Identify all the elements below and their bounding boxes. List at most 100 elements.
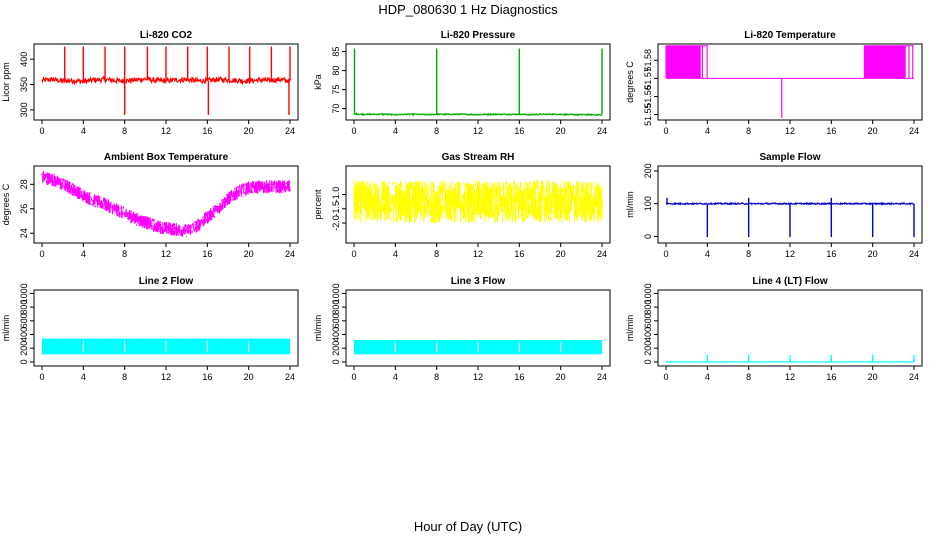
x-tick-label: 4 — [705, 372, 710, 382]
data-toggle-lines — [665, 45, 708, 79]
panel-title: Gas Stream RH — [442, 152, 515, 163]
y-tick-label: 0 — [643, 234, 653, 239]
y-axis-label: degrees C — [625, 61, 635, 103]
panel-title: Sample Flow — [759, 152, 820, 163]
x-tick-label: 16 — [202, 372, 212, 382]
data-layer — [41, 46, 291, 115]
y-tick-label: 0 — [19, 359, 29, 364]
x-tick-label: 12 — [473, 249, 483, 259]
x-tick-label: 8 — [434, 249, 439, 259]
x-tick-label: 20 — [556, 372, 566, 382]
data-layer — [41, 171, 291, 238]
x-tick-label: 16 — [514, 372, 524, 382]
x-tick-label: 4 — [393, 126, 398, 136]
x-tick-label: 0 — [39, 126, 44, 136]
data-layer — [353, 180, 603, 223]
x-tick-label: 24 — [285, 249, 295, 259]
x-tick-label: 16 — [514, 249, 524, 259]
panel-title: Li-820 CO2 — [140, 30, 193, 41]
x-tick-label: 16 — [202, 249, 212, 259]
y-tick-label: 200 — [19, 341, 29, 356]
plot-frame — [657, 289, 923, 367]
data-toggle-block — [666, 45, 701, 79]
x-tick-label: 20 — [556, 249, 566, 259]
y-tick-label: -1.0 — [331, 187, 341, 203]
x-tick-label: 12 — [473, 372, 483, 382]
y-tick-label: 1000 — [643, 283, 653, 303]
y-tick-label: 800 — [643, 300, 653, 315]
y-tick-label: 51.57 — [643, 67, 653, 90]
data-layer — [42, 338, 290, 355]
panel-title: Ambient Box Temperature — [104, 152, 229, 163]
x-tick-label: 8 — [434, 372, 439, 382]
y-tick-label: 80 — [331, 66, 341, 76]
y-tick-label: 51.55 — [643, 103, 653, 126]
x-tick-label: 16 — [826, 249, 836, 259]
y-tick-label: 600 — [643, 313, 653, 328]
x-tick-label: 20 — [244, 249, 254, 259]
x-tick-label: 20 — [244, 372, 254, 382]
x-tick-label: 20 — [868, 126, 878, 136]
x-tick-label: 0 — [351, 126, 356, 136]
y-tick-label: 70 — [331, 104, 341, 114]
x-tick-label: 20 — [244, 126, 254, 136]
y-tick-label: -1.5 — [331, 201, 341, 217]
x-tick-label: 16 — [826, 126, 836, 136]
y-tick-label: 0 — [331, 359, 341, 364]
x-axis-label: Hour of Day (UTC) — [414, 519, 522, 534]
y-tick-label: 350 — [19, 77, 29, 92]
x-tick-label: 4 — [81, 372, 86, 382]
x-tick-label: 16 — [826, 372, 836, 382]
y-tick-label: 1000 — [19, 283, 29, 303]
data-layer — [353, 48, 603, 117]
x-tick-label: 12 — [161, 249, 171, 259]
x-tick-label: 12 — [785, 372, 795, 382]
x-tick-label: 8 — [746, 126, 751, 136]
y-axis-label: percent — [313, 189, 323, 220]
y-tick-label: 300 — [19, 102, 29, 117]
data-series-line — [353, 112, 603, 117]
y-axis-label: kPa — [313, 74, 323, 90]
y-axis-label: ml/min — [625, 191, 635, 218]
x-tick-label: 0 — [663, 249, 668, 259]
x-tick-label: 16 — [202, 126, 212, 136]
x-tick-label: 24 — [909, 372, 919, 382]
x-tick-label: 12 — [161, 372, 171, 382]
data-layer — [665, 197, 915, 238]
y-tick-label: 400 — [19, 52, 29, 67]
y-axis-label: degrees C — [1, 183, 11, 225]
x-tick-label: 8 — [122, 126, 127, 136]
data-series-line — [41, 75, 291, 86]
plot-frame — [345, 43, 611, 121]
x-tick-label: 8 — [122, 372, 127, 382]
y-tick-label: 400 — [643, 327, 653, 342]
panel-2: Li-820 Pressure 0 4 8 12 16 20 24 70 75 80 85 kPa — [313, 30, 611, 136]
data-layer — [665, 45, 914, 119]
x-tick-label: 12 — [785, 126, 795, 136]
x-tick-label: 0 — [663, 126, 668, 136]
x-tick-label: 12 — [161, 126, 171, 136]
plot-frame — [345, 289, 611, 367]
x-tick-label: 24 — [909, 249, 919, 259]
data-toggle-lines — [863, 45, 914, 79]
data-series-band — [41, 171, 291, 238]
panel-6: Sample Flow 0 4 8 12 16 20 24 0 100 200 ml/min — [625, 152, 923, 259]
y-tick-label: 51.58 — [643, 49, 653, 72]
x-tick-label: 4 — [705, 249, 710, 259]
panel-5: Gas Stream RH 0 4 8 12 16 20 24 -2.0-1.5-1.0 perc… — [313, 152, 611, 259]
data-layer — [665, 355, 915, 363]
y-tick-label: 400 — [331, 327, 341, 342]
x-tick-label: 4 — [81, 249, 86, 259]
y-axis-label: ml/min — [1, 315, 11, 342]
panel-title: Line 2 Flow — [139, 276, 194, 287]
figure-title: HDP_080630 1 Hz Diagnostics — [378, 2, 558, 17]
panel-title: Line 4 (LT) Flow — [752, 276, 828, 287]
x-tick-label: 12 — [473, 126, 483, 136]
x-tick-label: 16 — [514, 126, 524, 136]
x-tick-label: 4 — [393, 249, 398, 259]
y-axis-label: ml/min — [313, 315, 323, 342]
